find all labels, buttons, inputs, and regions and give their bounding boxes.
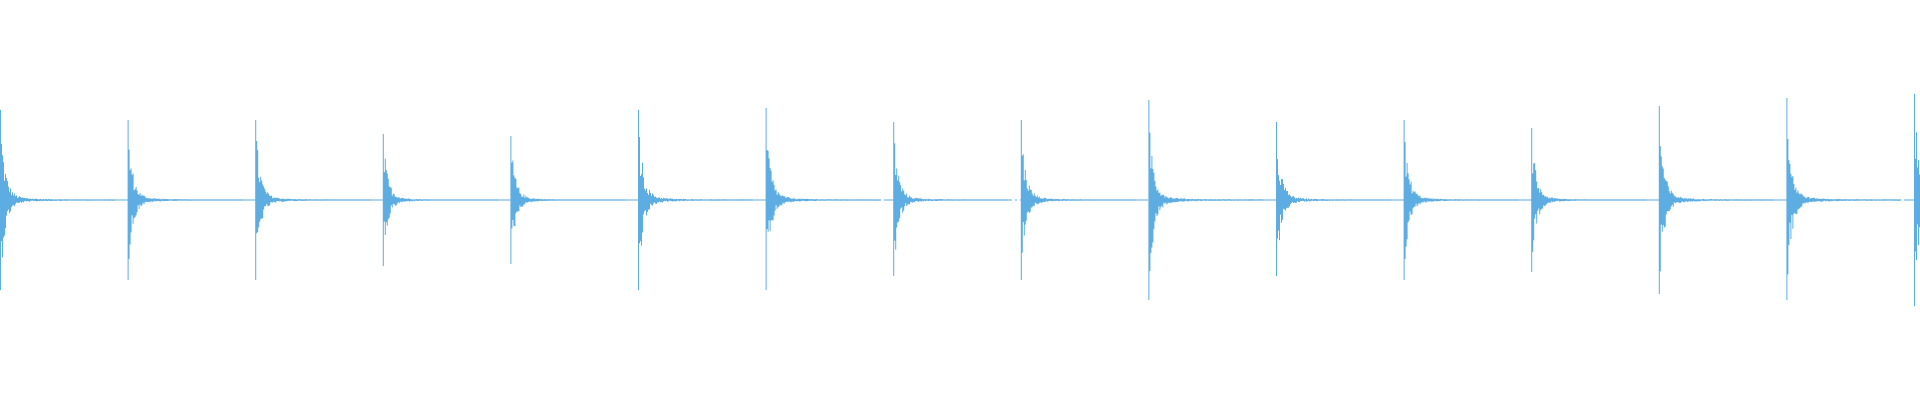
waveform-transient-7 [893, 122, 1009, 276]
waveform-transient-1 [127, 120, 243, 280]
waveform-transient-6 [765, 108, 881, 290]
waveform-transient-9 [1148, 100, 1264, 300]
waveform-transient-0 [0, 110, 115, 290]
waveform-transient-13 [1658, 106, 1774, 294]
waveform-transient-8 [1020, 120, 1136, 280]
waveform-transient-2 [255, 120, 371, 280]
waveform-transient-4 [510, 136, 626, 264]
waveform-transient-5 [638, 110, 753, 290]
waveform-transient-12 [1531, 128, 1647, 272]
waveform-transient-14 [1786, 98, 1902, 300]
waveform-transient-3 [382, 134, 498, 266]
waveform-transient-10 [1276, 122, 1391, 276]
waveform-transient-15 [1914, 94, 1920, 306]
waveform-transient-11 [1403, 120, 1519, 280]
